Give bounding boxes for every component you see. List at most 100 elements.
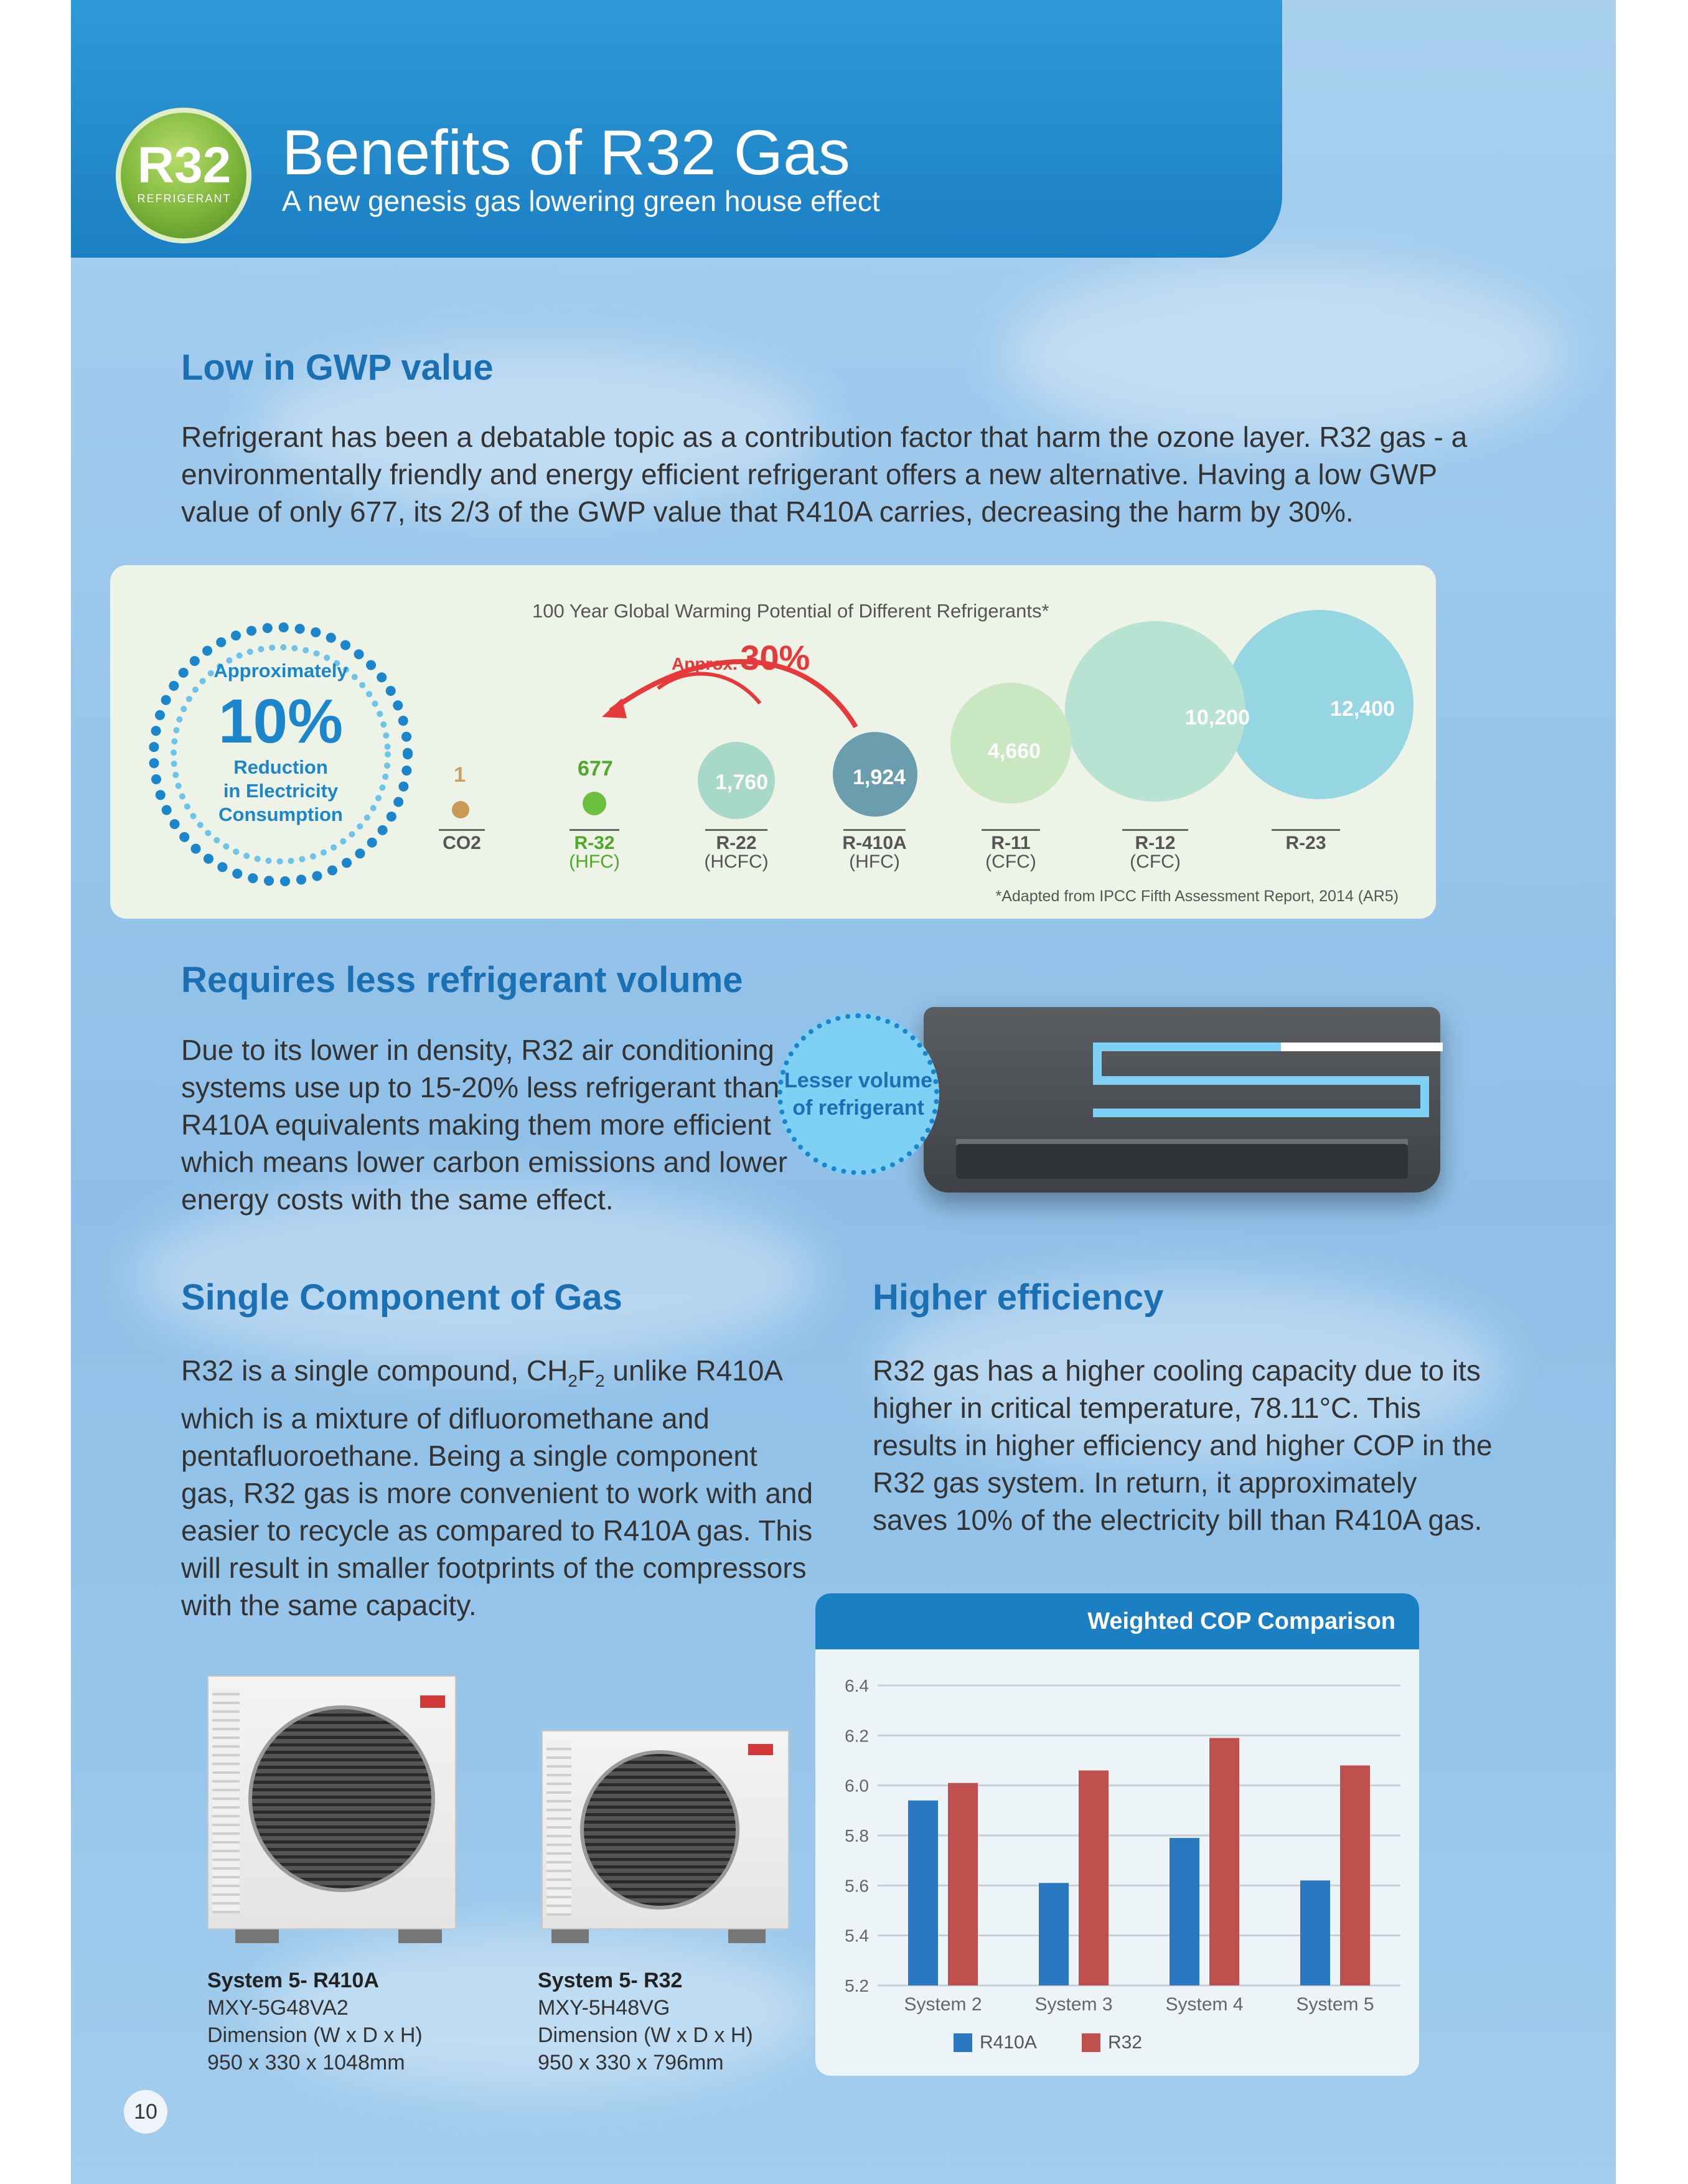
- label-r32: R-32 (HFC): [569, 833, 620, 872]
- heading-gwp: Low in GWP value: [181, 347, 494, 388]
- refrigerant-line: [1093, 1108, 1429, 1117]
- outdoor-unit-r410a: [207, 1675, 456, 1929]
- value-r22: 1,760: [715, 771, 769, 794]
- refrigerant-line: [1420, 1076, 1429, 1117]
- y-tick-label: 5.2: [845, 1976, 869, 1995]
- system-caption-r410a: System 5- R410A MXY-5G48VA2 Dimension (W…: [207, 1967, 423, 2076]
- approx-value: 30%: [740, 638, 810, 677]
- approx-label: Approx.: [672, 654, 738, 673]
- refrigerant-line: [1093, 1043, 1102, 1085]
- cloud: [133, 1183, 818, 1369]
- system-dimension: 950 x 330 x 796mm: [538, 2051, 724, 2074]
- legend-swatch-r410a: [954, 2033, 972, 2052]
- baseline-r12: [1122, 829, 1188, 831]
- page-subtitle: A new genesis gas lowering green house e…: [282, 185, 880, 217]
- fan-grille: [248, 1705, 435, 1892]
- badge-volume-line1: Lesser volume: [784, 1069, 933, 1092]
- legend-r410a: R410A: [954, 2032, 1037, 2053]
- r32-logo: R32 REFRIGERANT: [116, 108, 251, 243]
- system-name: System 5- R32: [538, 1969, 683, 1992]
- y-tick-label: 5.4: [845, 1926, 869, 1946]
- heading-single: Single Component of Gas: [181, 1277, 622, 1318]
- bar-r32-system-4: [1209, 1738, 1239, 1985]
- leaf-icon: [583, 792, 606, 815]
- value-r32: 677: [578, 757, 613, 780]
- body-efficiency: R32 gas has a higher cooling capacity du…: [873, 1354, 1493, 1536]
- bar-r410a-system-4: [1170, 1838, 1199, 1985]
- baseline-r23: [1272, 829, 1340, 831]
- system-dimension-label: Dimension (W x D x H): [207, 2023, 423, 2047]
- label-r12: R-12 (CFC): [1130, 833, 1181, 872]
- bar-r410a-system-2: [908, 1800, 938, 1985]
- badge-line1: Reduction: [233, 756, 328, 778]
- legend-label-r410a: R410A: [980, 2032, 1037, 2053]
- system-dimension-label: Dimension (W x D x H): [538, 2023, 753, 2047]
- page-title: Benefits of R32 Gas: [282, 117, 850, 188]
- legend-swatch-r32: [1082, 2033, 1100, 2052]
- y-tick-label: 5.8: [845, 1826, 869, 1845]
- heading-efficiency: Higher efficiency: [873, 1277, 1164, 1318]
- reduction-arrow-inner: [657, 672, 762, 705]
- gwp-chart-svg: [149, 610, 1414, 886]
- bar-r32-system-2: [948, 1783, 978, 1985]
- ac-vent: [956, 1144, 1408, 1179]
- y-tick-label: 6.2: [845, 1726, 869, 1745]
- badge-approximately: Approximately: [213, 660, 348, 682]
- cloud: [258, 349, 818, 510]
- y-tick-label: 5.6: [845, 1876, 869, 1895]
- bubble-r11: [950, 683, 1071, 804]
- unit-foot: [235, 1929, 279, 1943]
- cloud: [1005, 261, 1565, 448]
- lesser-volume-badge: Lesser volume of refrigerant: [777, 1013, 939, 1175]
- baseline-r11: [982, 829, 1040, 831]
- value-r11: 4,660: [988, 739, 1041, 763]
- heading-volume: Requires less refrigerant volume: [181, 960, 743, 1000]
- cop-chart-panel: Weighted COP Comparison 6.4 6.2 6.0 5.8 5.6 5…: [815, 1593, 1419, 2076]
- body-gwp: Refrigerant has been a debatable topic a…: [181, 421, 1468, 528]
- badge-volume-line2: of refrigerant: [792, 1096, 924, 1120]
- system-name: System 5- R410A: [207, 1969, 379, 1992]
- badge-line2: in Electricity: [223, 780, 339, 802]
- label-r11: R-11 (CFC): [985, 833, 1036, 872]
- side-louver: [212, 1689, 240, 1913]
- system-model: MXY-5G48VA2: [207, 1996, 349, 2020]
- cop-chart-svg: 6.4 6.2 6.0 5.8 5.6 5.4 5.2 System 2 System 3 Sys…: [845, 1676, 1400, 2015]
- bubble-r12: [1065, 621, 1245, 802]
- y-tick-label: 6.0: [845, 1776, 869, 1796]
- logo-text: R32: [137, 137, 232, 194]
- bar-r32-system-5: [1340, 1765, 1370, 1985]
- baseline-r410a: [843, 829, 906, 831]
- reduction-arrow: [609, 659, 858, 729]
- system-dimension: 950 x 330 x 1048mm: [207, 2051, 405, 2074]
- badge-line3: Consumption: [218, 804, 343, 825]
- ring-inner-dots: [171, 644, 391, 865]
- baseline-r32: [570, 829, 619, 831]
- x-tick-label: System 3: [1034, 1994, 1112, 2015]
- badge-value: 10%: [218, 687, 344, 756]
- gwp-footnote: *Adapted from IPCC Fifth Assessment Repo…: [995, 888, 1399, 905]
- fan-grille: [580, 1750, 739, 1910]
- refrigerant-line-empty: [1281, 1043, 1443, 1051]
- logo-subtext: REFRIGERANT: [137, 192, 232, 205]
- baseline-r22: [705, 829, 767, 831]
- unit-foot: [551, 1929, 589, 1943]
- cloud: [258, 1929, 818, 2091]
- bar-r410a-system-5: [1300, 1880, 1330, 1985]
- bar-r410a-system-3: [1039, 1883, 1069, 1985]
- brand-mark: [748, 1744, 773, 1755]
- cop-chart-header: Weighted COP Comparison: [815, 1593, 1419, 1649]
- body-single: R32 is a single compound, CH2F2 unlike R…: [181, 1354, 814, 1622]
- baseline-co2: [439, 829, 485, 831]
- value-co2: 1: [454, 763, 466, 787]
- body-volume: Due to its lower in density, R32 air con…: [181, 1034, 788, 1216]
- gwp-chart-title: 100 Year Global Warming Potential of Dif…: [532, 600, 1049, 622]
- gwp-panel: Approximately 10% Reduction in Electrici…: [110, 565, 1436, 919]
- label-r23: R-23: [1285, 833, 1326, 853]
- label-r410a: R-410A (HFC): [842, 833, 907, 872]
- y-tick-label: 6.4: [845, 1676, 869, 1695]
- system-model: MXY-5H48VG: [538, 1996, 670, 2020]
- refrigerant-line: [1093, 1076, 1429, 1085]
- legend-label-r32: R32: [1108, 2032, 1143, 2053]
- brand-mark: [420, 1695, 445, 1708]
- value-r23: 12,400: [1330, 697, 1395, 721]
